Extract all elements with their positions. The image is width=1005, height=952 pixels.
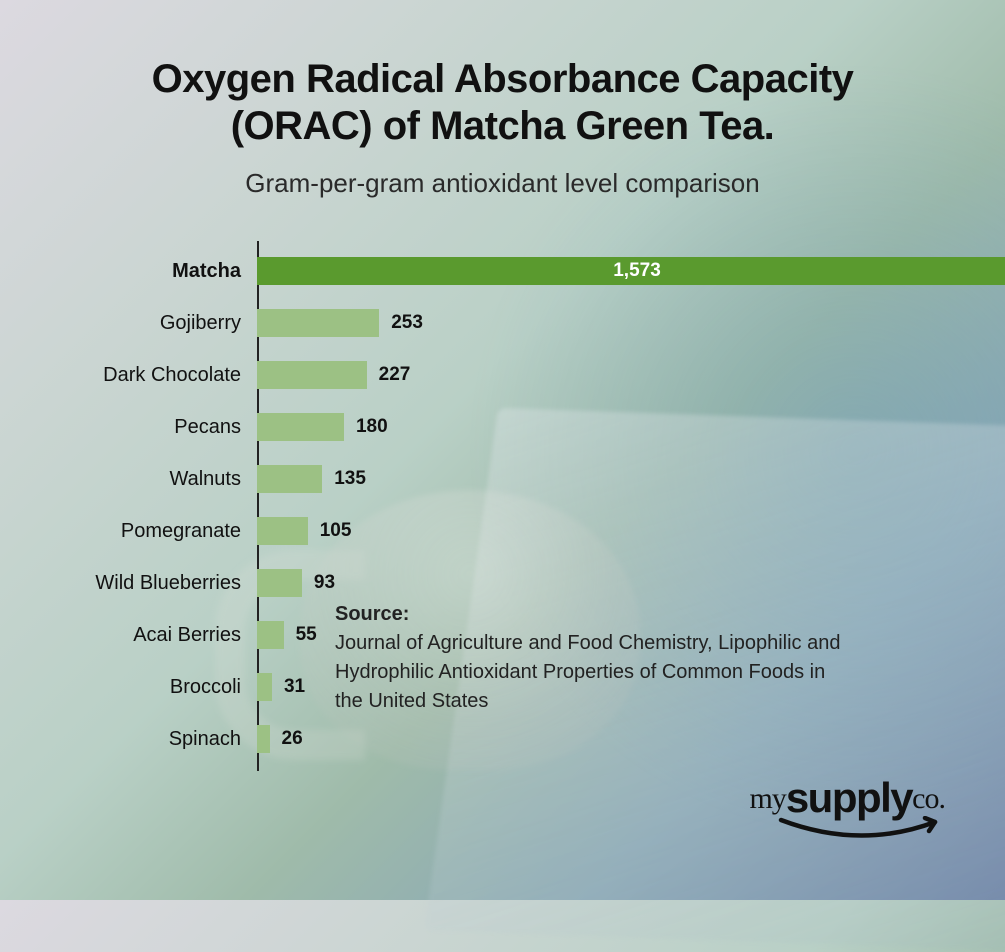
bar-label: Gojiberry [52, 312, 257, 335]
bar-label: Acai Berries [52, 624, 257, 647]
bar-row: Walnuts 135 [52, 453, 963, 505]
bar-value: 227 [379, 364, 411, 386]
infographic-canvas: Oxygen Radical Absorbance Capacity (ORAC… [0, 0, 1005, 900]
bar [257, 413, 344, 441]
bar-value: 105 [320, 520, 352, 542]
bar-value: 253 [391, 312, 423, 334]
bar-label: Pomegranate [52, 520, 257, 543]
bar [257, 673, 272, 701]
source-text: Journal of Agriculture and Food Chemistr… [335, 632, 840, 712]
bar-row: Gojiberry 253 [52, 297, 963, 349]
bar-track: 135 [257, 453, 963, 505]
bar [257, 725, 270, 753]
bar-label: Spinach [52, 728, 257, 751]
bar-track: 105 [257, 505, 963, 557]
bar [257, 621, 284, 649]
bar-track: 253 [257, 297, 963, 349]
bar-label: Broccoli [52, 676, 257, 699]
bar-value: 135 [334, 468, 366, 490]
bar [257, 517, 308, 545]
title-line-1: Oxygen Radical Absorbance Capacity [152, 57, 854, 101]
bar: 1,573 [257, 257, 1005, 285]
bar-label: Matcha [52, 260, 257, 283]
logo-mid: supply [786, 774, 912, 821]
bar-track: 227 [257, 349, 963, 401]
bar-value: 180 [356, 416, 388, 438]
bar-value: 1,573 [613, 260, 661, 282]
logo-post: co. [912, 782, 945, 815]
bar-row: Pomegranate 105 [52, 505, 963, 557]
bar [257, 569, 302, 597]
brand-logo: mysupplyco. [749, 774, 945, 840]
bar-row: Dark Chocolate 227 [52, 349, 963, 401]
title-line-2: (ORAC) of Matcha Green Tea. [231, 104, 775, 148]
bar-track: 180 [257, 401, 963, 453]
source-heading: Source: [335, 603, 409, 625]
bar-value: 31 [284, 676, 305, 698]
bar [257, 361, 367, 389]
bar-label: Wild Blueberries [52, 572, 257, 595]
bar-track: 26 [257, 713, 963, 765]
source-citation: Source: Journal of Agriculture and Food … [335, 600, 855, 716]
bar-value: 93 [314, 572, 335, 594]
subtitle: Gram-per-gram antioxidant level comparis… [42, 168, 963, 199]
bar-row: Pecans 180 [52, 401, 963, 453]
bar-track: 1,573 [257, 245, 1005, 297]
bar-label: Dark Chocolate [52, 364, 257, 387]
bar-value: 26 [282, 728, 303, 750]
logo-pre: my [749, 782, 785, 815]
bar-value: 55 [296, 624, 317, 646]
bar-label: Pecans [52, 416, 257, 439]
bar [257, 309, 379, 337]
page-title: Oxygen Radical Absorbance Capacity (ORAC… [42, 56, 963, 150]
bar-label: Walnuts [52, 468, 257, 491]
bar-row: Matcha 1,573 [52, 245, 963, 297]
bar-row: Spinach 26 [52, 713, 963, 765]
bar [257, 465, 322, 493]
